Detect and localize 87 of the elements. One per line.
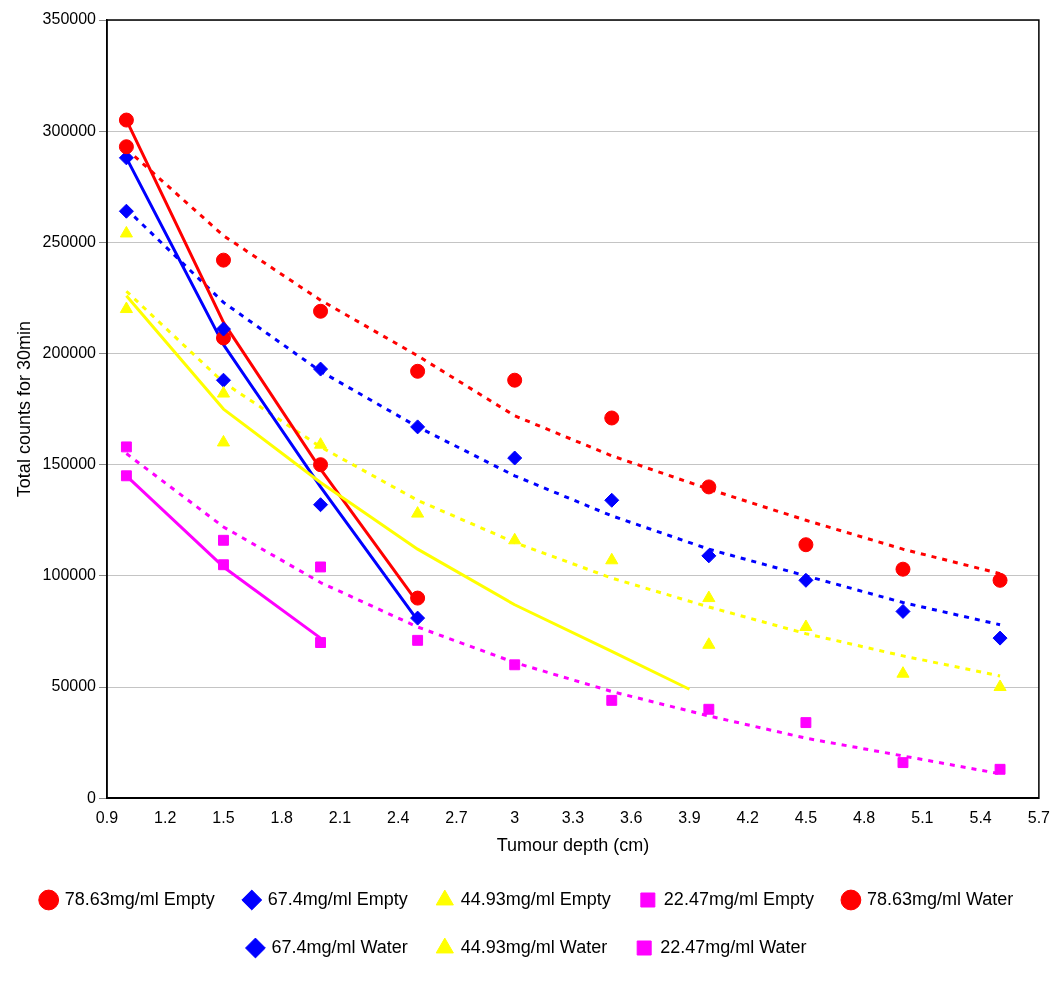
point <box>508 532 522 545</box>
point <box>120 470 132 482</box>
x-tick-label: 5.1 <box>911 809 934 827</box>
point <box>411 506 425 518</box>
legend-label: 67.4mg/ml Water <box>271 936 408 957</box>
y-tick-label: 100000 <box>42 566 97 584</box>
point <box>702 637 716 649</box>
x-tick-label: 4.8 <box>853 809 876 827</box>
y-tick-label: 50000 <box>51 677 97 695</box>
point <box>604 492 620 508</box>
point <box>215 372 231 388</box>
x-tick-label: 3.9 <box>678 809 701 827</box>
point <box>313 457 329 473</box>
point <box>507 450 523 466</box>
point <box>315 637 326 649</box>
point <box>118 203 134 219</box>
legend-label: 22.47mg/ml Water <box>660 936 807 957</box>
x-tick-label: 1.8 <box>270 809 293 827</box>
x-tick-label: 1.5 <box>212 809 235 827</box>
x-tick-label: 3.6 <box>620 809 643 827</box>
point <box>798 537 814 553</box>
x-axis-title: Tumour depth (cm) <box>496 835 650 856</box>
x-tick-label: 4.5 <box>794 809 818 827</box>
point <box>896 666 910 678</box>
point <box>993 679 1007 692</box>
legend-label: 78.63mg/ml Water <box>866 888 1014 909</box>
point <box>216 386 231 398</box>
x-tick-label: 2.7 <box>445 809 468 827</box>
point <box>606 694 618 706</box>
point <box>118 139 134 155</box>
x-tick-label: 5.7 <box>1027 809 1051 827</box>
point <box>315 561 326 573</box>
point <box>218 534 229 546</box>
x-tick-label: 5.4 <box>969 809 992 827</box>
point <box>992 572 1008 588</box>
point <box>313 437 328 449</box>
point <box>215 252 231 268</box>
y-tick-label: 200000 <box>42 343 97 361</box>
point <box>703 703 715 715</box>
point <box>313 303 329 319</box>
point <box>120 441 132 453</box>
legend-label: 44.93mg/ml Empty <box>460 888 611 909</box>
legend-label: 44.93mg/ml Water <box>460 936 608 957</box>
x-tick-label: 1.2 <box>154 809 177 827</box>
y-tick-label: 350000 <box>42 10 97 28</box>
point <box>410 419 426 435</box>
y-tick-label: 150000 <box>42 455 97 473</box>
x-tick-label: 3.3 <box>561 809 585 827</box>
x-tick-label: 0.9 <box>95 809 119 827</box>
legend-label: 78.63mg/ml Empty <box>64 888 215 909</box>
point <box>216 434 231 447</box>
point <box>313 361 329 377</box>
point <box>412 634 424 646</box>
x-tick-label: 3 <box>510 809 520 827</box>
point <box>992 630 1008 646</box>
point <box>799 619 813 631</box>
point <box>218 559 229 571</box>
point <box>605 552 619 565</box>
x-tick-label: 4.2 <box>736 809 759 827</box>
point <box>215 321 231 337</box>
point <box>410 610 426 626</box>
point <box>798 572 814 588</box>
point <box>701 548 717 564</box>
point <box>604 410 620 426</box>
point <box>994 763 1006 775</box>
x-tick-label: 2.4 <box>387 809 410 827</box>
point <box>507 372 523 388</box>
point <box>895 561 911 577</box>
y-tick-label: 0 <box>87 788 97 806</box>
y-tick-label: 250000 <box>42 232 97 250</box>
point <box>118 112 134 128</box>
point <box>897 757 909 769</box>
y-tick-label: 300000 <box>42 121 97 139</box>
point <box>410 363 426 379</box>
point <box>701 479 717 495</box>
legend-label: 22.47mg/ml Empty <box>663 888 814 909</box>
point <box>895 603 911 619</box>
point <box>410 590 426 606</box>
point <box>119 301 133 314</box>
legend-label: 67.4mg/ml Empty <box>267 888 408 909</box>
y-axis-title: Total counts for 30min <box>13 321 34 498</box>
point <box>800 717 812 729</box>
point <box>313 497 329 513</box>
point <box>509 659 521 671</box>
x-tick-label: 2.1 <box>328 809 352 827</box>
point <box>119 225 133 238</box>
point <box>702 590 716 603</box>
